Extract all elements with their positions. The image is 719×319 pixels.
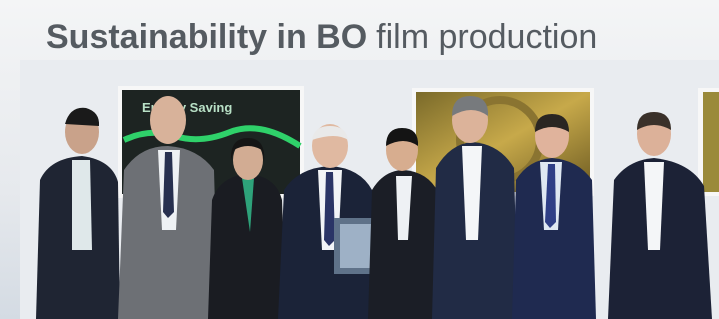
shape <box>150 96 186 144</box>
title-regular: film production <box>376 18 597 56</box>
screen <box>703 92 719 192</box>
title-bold: Sustainability in BO <box>46 18 367 56</box>
page: {"banner": {"title_bold": "Sustainabilit… <box>0 0 719 319</box>
shape <box>72 160 92 250</box>
photo: Sustainability in BOfilm production Ener… <box>0 0 719 319</box>
